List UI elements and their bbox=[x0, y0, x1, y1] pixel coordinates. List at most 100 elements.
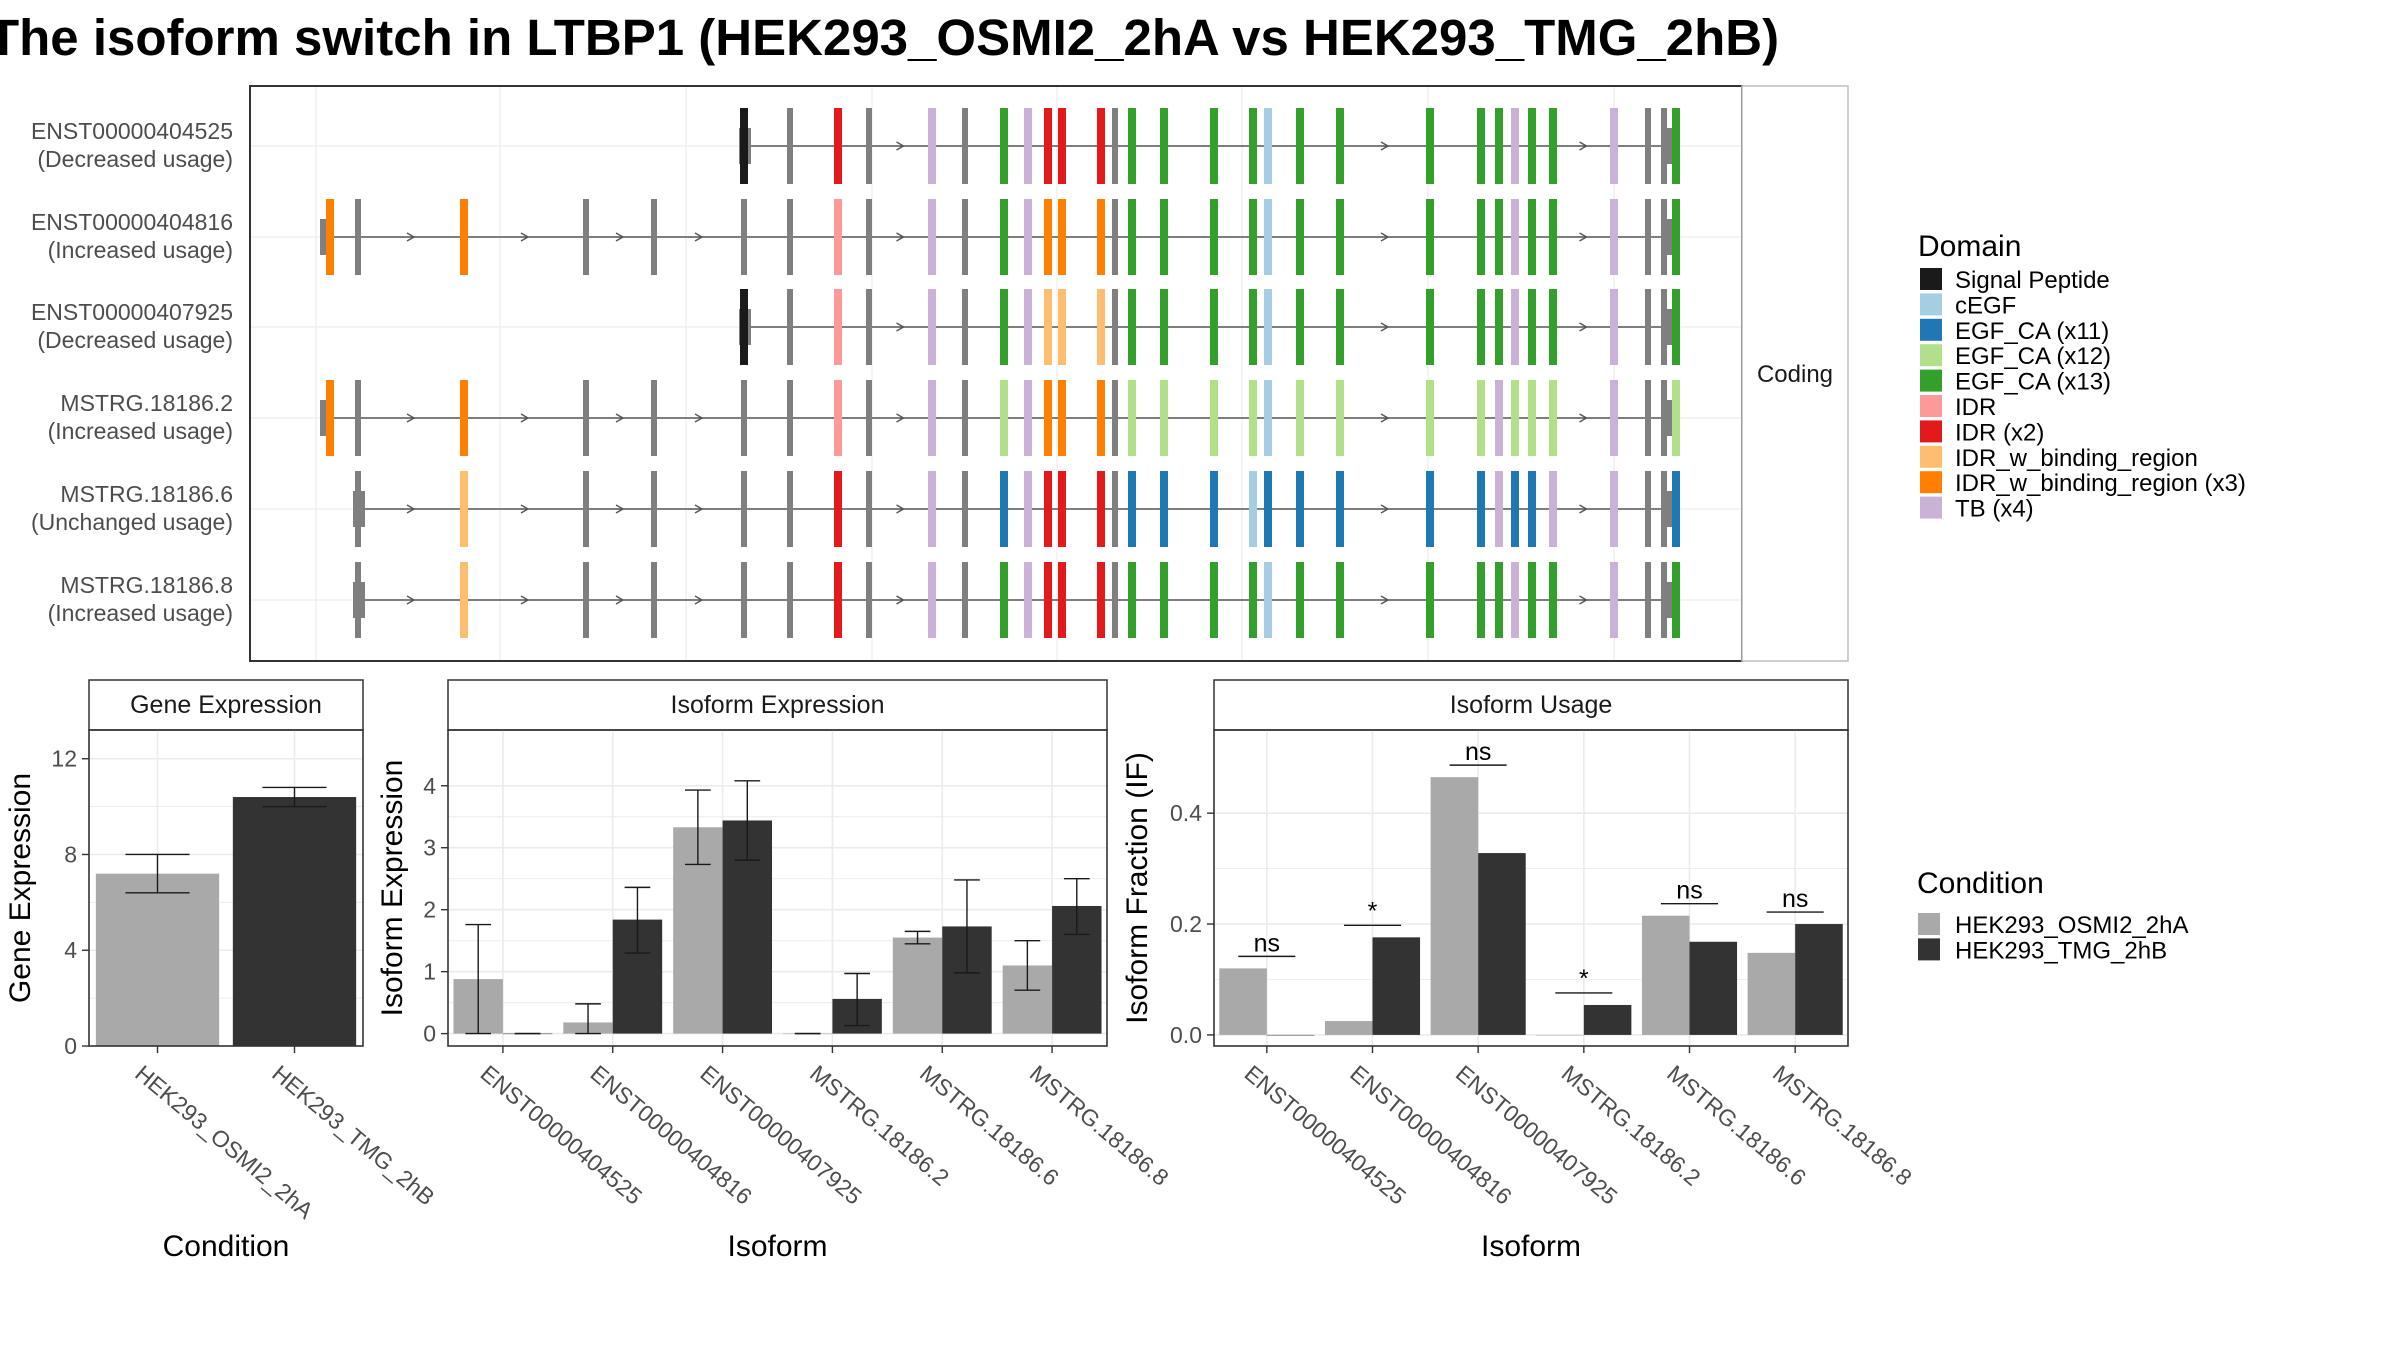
exon bbox=[741, 199, 747, 275]
transcript-panel-strip-label: Coding bbox=[1757, 361, 1833, 388]
domain-segment bbox=[1128, 562, 1136, 638]
domain-segment bbox=[1264, 108, 1272, 184]
direction-arrow bbox=[615, 232, 625, 242]
domain-segment bbox=[1336, 108, 1344, 184]
significance-label: ns bbox=[1465, 738, 1491, 766]
domain-segment bbox=[1097, 108, 1105, 184]
exon bbox=[1661, 108, 1667, 184]
domain-segment bbox=[1249, 380, 1257, 456]
transcript-row: MSTRG.18186.2(Increased usage) bbox=[48, 380, 1741, 456]
y-tick-label: 12 bbox=[51, 746, 77, 772]
exon bbox=[583, 471, 589, 547]
domain-segment bbox=[1296, 380, 1304, 456]
domain-segment bbox=[1610, 471, 1618, 547]
transcript-row: MSTRG.18186.8(Increased usage) bbox=[48, 562, 1741, 638]
bar bbox=[1219, 968, 1267, 1035]
panel-strip bbox=[88, 679, 364, 731]
domain-segment bbox=[1495, 562, 1503, 638]
direction-arrow bbox=[615, 413, 625, 423]
exon bbox=[583, 380, 589, 456]
domain-segment bbox=[1549, 380, 1557, 456]
legend-label: Signal Peptide bbox=[1955, 267, 2110, 294]
domain-segment bbox=[1528, 562, 1536, 638]
exon bbox=[355, 380, 361, 456]
direction-arrow bbox=[520, 413, 530, 423]
y-tick-label: 0 bbox=[64, 1033, 77, 1059]
exon bbox=[741, 380, 747, 456]
domain-segment bbox=[1511, 562, 1519, 638]
y-tick-label: 0 bbox=[423, 1021, 436, 1047]
x-axis-title: Isoform bbox=[727, 1230, 827, 1263]
y-tick-label: 4 bbox=[64, 937, 77, 963]
domain-segment bbox=[1336, 199, 1344, 275]
domain-segment bbox=[1672, 108, 1680, 184]
direction-arrow bbox=[1579, 595, 1588, 605]
domain-segment bbox=[1000, 380, 1008, 456]
exon bbox=[1661, 199, 1667, 275]
y-tick-label: 2 bbox=[423, 897, 436, 923]
exon bbox=[1112, 108, 1118, 184]
domain-segment bbox=[1477, 289, 1485, 365]
transcript-structure-panel: Coding ENST00000404525(Decreased usage)E… bbox=[31, 85, 1849, 662]
direction-arrow bbox=[520, 504, 530, 514]
domain-segment bbox=[1210, 289, 1218, 365]
exon bbox=[741, 471, 747, 547]
exon bbox=[866, 471, 872, 547]
direction-arrow bbox=[896, 413, 905, 423]
domain-segment bbox=[326, 380, 334, 456]
direction-arrow bbox=[694, 504, 704, 514]
domain-segment bbox=[1097, 289, 1105, 365]
y-tick-label: 0.2 bbox=[1170, 911, 1202, 937]
domain-segment bbox=[928, 289, 936, 365]
transcript-panel-strip bbox=[1741, 85, 1849, 662]
significance-label: ns bbox=[1676, 877, 1702, 905]
exon bbox=[962, 199, 968, 275]
condition-legend-title: Condition bbox=[1917, 867, 2044, 900]
exon bbox=[651, 471, 657, 547]
direction-arrow bbox=[520, 595, 530, 605]
exon bbox=[1645, 199, 1651, 275]
bar bbox=[1689, 941, 1738, 1035]
domain-segment bbox=[1426, 471, 1434, 547]
domain-segment bbox=[834, 562, 842, 638]
direction-arrow bbox=[1380, 322, 1390, 332]
legend-swatch bbox=[1920, 420, 1942, 443]
y-tick-label: 1 bbox=[423, 959, 436, 985]
domain-segment bbox=[1044, 471, 1052, 547]
domain-segment bbox=[928, 562, 936, 638]
domain-segment bbox=[928, 380, 936, 456]
transcript-row: ENST00000404816(Increased usage) bbox=[31, 199, 1741, 275]
domain-segment bbox=[1024, 199, 1032, 275]
legend-swatch bbox=[1920, 369, 1942, 392]
domain-segment bbox=[1210, 380, 1218, 456]
domain-segment bbox=[1511, 380, 1519, 456]
exon bbox=[1112, 562, 1118, 638]
figure-title: The isoform switch in LTBP1 (HEK293_OSMI… bbox=[0, 9, 1779, 66]
legend-label: HEK293_TMG_2hB bbox=[1955, 937, 2167, 964]
domain-segment bbox=[1264, 380, 1272, 456]
direction-arrow bbox=[1579, 141, 1588, 151]
legend-swatch bbox=[1918, 913, 1940, 935]
domain-segment bbox=[1672, 562, 1680, 638]
legend-label: IDR_w_binding_region bbox=[1955, 445, 2198, 472]
legend-swatch bbox=[1920, 268, 1942, 290]
panel-border bbox=[1213, 729, 1849, 1047]
panel-border bbox=[88, 729, 364, 1047]
x-axis-title: Isoform bbox=[1481, 1230, 1581, 1263]
domain-segment bbox=[928, 108, 936, 184]
exon bbox=[866, 199, 872, 275]
y-axis-title: Isoform Fraction (IF) bbox=[1121, 752, 1154, 1024]
exon bbox=[866, 380, 872, 456]
exon bbox=[583, 199, 589, 275]
exon bbox=[962, 289, 968, 365]
domain-segment bbox=[1160, 199, 1168, 275]
domain-segment bbox=[1336, 562, 1344, 638]
bar bbox=[95, 873, 220, 1046]
domain-segment bbox=[1210, 471, 1218, 547]
exon bbox=[1112, 380, 1118, 456]
bar bbox=[232, 797, 357, 1046]
y-tick-label: 0.4 bbox=[1170, 800, 1202, 826]
domain-segment bbox=[1058, 471, 1066, 547]
domain-segment bbox=[1249, 289, 1257, 365]
bar bbox=[892, 937, 943, 1034]
